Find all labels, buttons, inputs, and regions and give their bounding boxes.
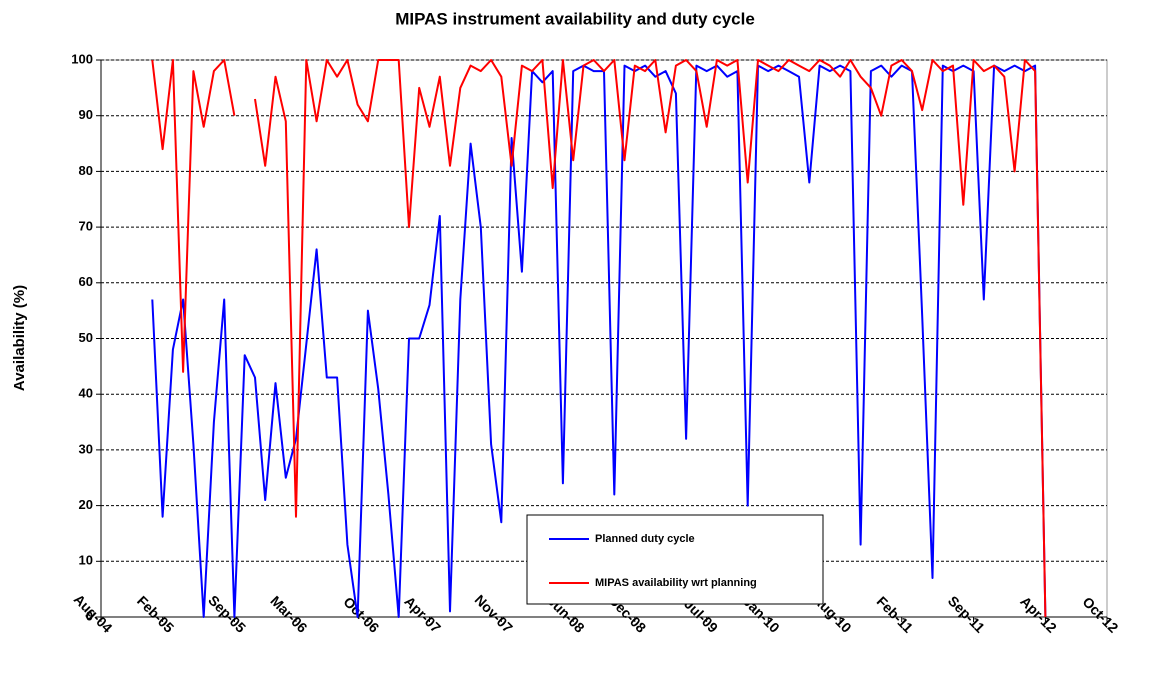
y-tick-label: 20 — [79, 497, 93, 512]
y-tick-label: 100 — [71, 51, 93, 66]
y-axis-label: Availability (%) — [11, 285, 28, 391]
legend-label: MIPAS availability wrt planning — [595, 577, 757, 589]
y-tick-label: 70 — [79, 219, 93, 234]
y-tick-label: 0 — [86, 608, 93, 623]
legend: Planned duty cycle MIPAS availability wrt… — [526, 514, 824, 605]
y-tick-label: 10 — [79, 553, 93, 568]
y-tick-label: 30 — [79, 441, 93, 456]
y-tick-label: 50 — [79, 330, 93, 345]
y-tick-label: 80 — [79, 163, 93, 178]
legend-box — [526, 514, 824, 605]
y-tick-label: 60 — [79, 274, 93, 289]
y-tick-label: 90 — [79, 107, 93, 122]
y-tick-label: 40 — [79, 386, 93, 401]
series-line — [151, 64, 1047, 618]
chart-title: MIPAS instrument availability and duty c… — [395, 9, 755, 28]
legend-label: Planned duty cycle — [595, 533, 695, 545]
series-line — [151, 59, 1047, 618]
